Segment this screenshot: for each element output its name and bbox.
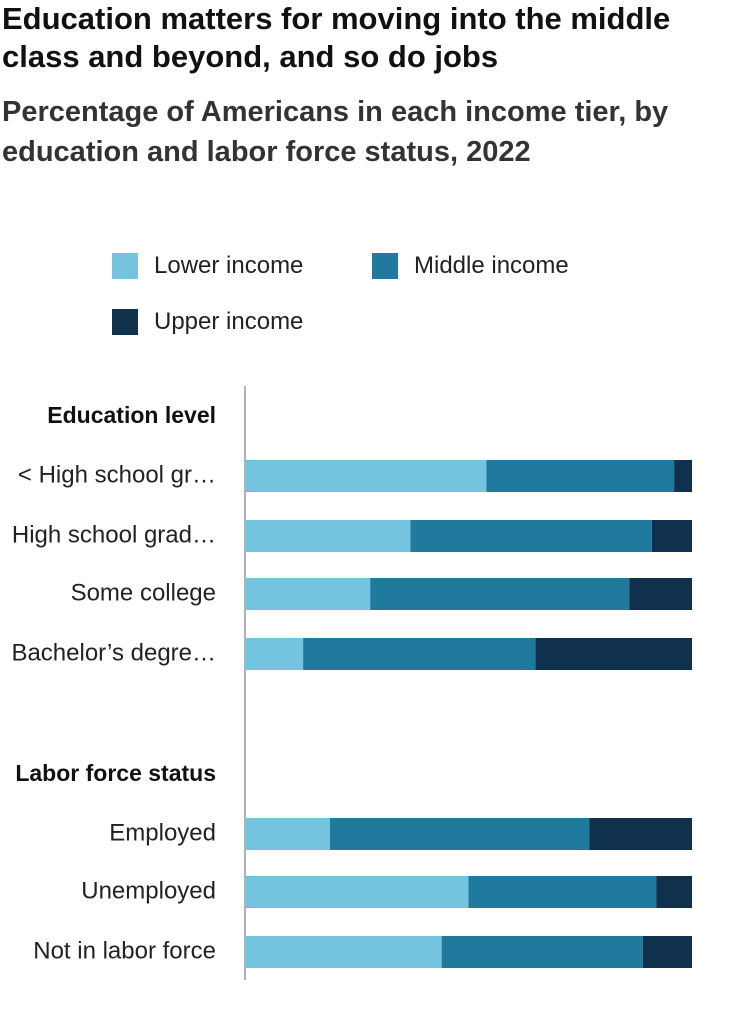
category-label: Some college <box>71 579 216 606</box>
group-label: Labor force status <box>15 760 216 786</box>
bar-segment-middle <box>329 818 590 850</box>
legend-item-lower: Lower income <box>112 252 303 280</box>
bar-segment-upper <box>642 936 692 968</box>
bar-segment-middle <box>441 936 643 968</box>
bar-segment-lower <box>245 578 371 610</box>
bar-segment-upper <box>651 520 692 552</box>
bar-segment-middle <box>468 876 657 908</box>
chart-title: Education matters for moving into the mi… <box>2 1 671 74</box>
bar-segment-middle <box>486 460 675 492</box>
bar-segment-lower <box>245 818 330 850</box>
category-label: Employed <box>109 819 216 846</box>
bar-segment-middle <box>303 638 536 670</box>
legend-item-upper: Upper income <box>112 308 303 336</box>
bar-segment-upper <box>629 578 692 610</box>
bar-segment-lower <box>245 520 411 552</box>
bar-segment-lower <box>245 460 487 492</box>
legend-swatch-upper <box>112 309 138 335</box>
legend: Lower income Middle income Upper income <box>0 240 732 350</box>
legend-swatch-lower <box>112 253 138 279</box>
bar-segment-lower <box>245 876 469 908</box>
category-label: High school grad… <box>12 521 216 548</box>
bar-segment-middle <box>370 578 630 610</box>
bar-segment-upper <box>674 460 692 492</box>
category-label: Bachelor’s degre… <box>11 639 216 666</box>
legend-label-lower: Lower income <box>154 252 304 279</box>
legend-item-middle: Middle income <box>372 252 569 280</box>
bar-segment-lower <box>245 936 442 968</box>
legend-swatch-middle <box>372 253 398 279</box>
bar-segment-middle <box>410 520 652 552</box>
chart-subtitle: Percentage of Americans in each income t… <box>2 96 669 168</box>
legend-label-upper: Upper income <box>154 308 304 335</box>
category-label: Not in labor force <box>33 937 216 964</box>
category-label: Unemployed <box>81 877 216 904</box>
category-label: < High school gr… <box>18 461 216 488</box>
bar-segment-upper <box>535 638 692 670</box>
bar-segment-lower <box>245 638 304 670</box>
bar-segment-upper <box>656 876 692 908</box>
bar-segment-upper <box>589 818 692 850</box>
group-label: Education level <box>47 402 216 428</box>
legend-label-middle: Middle income <box>414 252 569 279</box>
